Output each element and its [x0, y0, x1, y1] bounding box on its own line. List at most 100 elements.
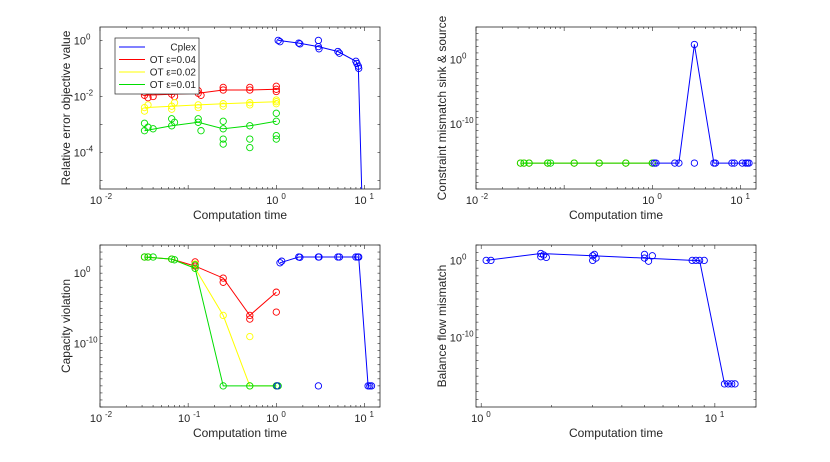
legend-label: Cplex	[170, 43, 196, 54]
y-tick-label: 10	[74, 148, 86, 160]
series-ot-0-01-point	[246, 143, 254, 152]
series-ot-0-04-point	[197, 91, 205, 99]
x-tick-label: 10	[642, 195, 654, 207]
series-cplex-point	[487, 256, 495, 265]
series-ot-0-01-point	[170, 118, 179, 126]
x-tick-label: 10	[354, 195, 366, 207]
series-cplex-point	[295, 39, 303, 47]
series-ot-0-02-point	[246, 99, 254, 107]
series-ot-0-04-point	[272, 82, 280, 90]
series-ot-0-04-point	[272, 87, 280, 96]
x-tick-label: 10	[354, 413, 366, 425]
y-tick-label: 10	[450, 255, 462, 267]
y-tick-exponent: 0	[86, 32, 91, 41]
series-ot-0-01-point	[219, 125, 227, 133]
series-ot-0-02-point	[246, 101, 254, 109]
series-ot-0-02-point	[170, 99, 179, 107]
x-tick-exponent: 1	[745, 192, 750, 201]
series-ot-0-04-point	[219, 86, 227, 94]
data-layer	[516, 40, 753, 167]
x-tick-exponent: -1	[193, 410, 201, 419]
series-ot-0-04-point	[144, 94, 152, 102]
y-tick-exponent: 0	[462, 252, 467, 261]
y-tick-label: 10	[74, 91, 86, 103]
series-cplex-point	[731, 380, 739, 388]
series-ot-0-01-line	[144, 256, 277, 387]
plot-area	[99, 244, 381, 408]
series-ot-0-01-point	[246, 382, 254, 390]
series-ot-0-01-point	[144, 123, 152, 131]
series-cplex-point	[314, 36, 323, 45]
series-ot-0-04-point	[246, 311, 254, 320]
x-tick-label: 10	[466, 195, 478, 207]
series-ot-0-04-point	[219, 278, 227, 286]
y-tick-label: 10	[74, 35, 86, 47]
series-ot-0-01-point	[144, 253, 152, 261]
series-ot-0-02-point	[219, 102, 227, 110]
series-cplex-point	[278, 257, 286, 265]
series-ot-0-04-point	[272, 85, 280, 93]
x-tick-exponent: 1	[720, 410, 725, 419]
series-cplex-line	[486, 252, 734, 385]
series-cplex-point	[276, 259, 284, 267]
x-tick-exponent: 0	[281, 410, 286, 419]
series-ot-0-04-point	[219, 83, 227, 92]
series-cplex-point	[730, 159, 738, 167]
plot-area	[475, 26, 757, 190]
data-layer	[482, 249, 739, 388]
series-ot-0-01-point	[570, 159, 578, 167]
y-tick-label: 10	[74, 268, 86, 280]
series-cplex-point	[648, 252, 656, 260]
series-ot-0-01-point	[149, 253, 157, 261]
y-axis-label: Relative error objective value	[59, 30, 73, 185]
series-ot-0-01-point	[168, 255, 176, 263]
series-ot-0-01-point	[546, 159, 555, 167]
series-cplex-point	[745, 159, 753, 167]
x-tick-label: 10	[730, 195, 742, 207]
series-cplex-point	[542, 253, 550, 262]
y-tick-label: 10	[450, 333, 462, 345]
series-cplex-point	[728, 159, 736, 167]
x-tick-label: 10	[705, 413, 717, 425]
y-axis-label: Capacity violation	[59, 279, 73, 373]
series-cplex-point	[482, 256, 490, 265]
series-ot-0-01-point	[516, 159, 525, 167]
series-cplex-point	[315, 45, 323, 53]
series-ot-0-01-point	[191, 264, 199, 272]
series-ot-0-01-point	[191, 261, 199, 269]
series-ot-0-01-point	[246, 135, 254, 143]
series-ot-0-01-point	[149, 125, 157, 133]
series-ot-0-01-point	[219, 140, 227, 148]
series-ot-0-04-point	[272, 308, 280, 316]
y-axis-label: Constraint mismatch sink & source	[435, 15, 449, 200]
series-ot-0-01-point	[140, 253, 149, 261]
series-cplex-point	[720, 380, 729, 388]
series-cplex-point	[711, 159, 720, 167]
series-ot-0-01-point	[194, 118, 202, 126]
x-tick-exponent: 0	[486, 410, 491, 419]
x-tick-exponent: 0	[657, 192, 662, 201]
y-tick-label: 10	[74, 339, 86, 351]
series-ot-0-01-point	[622, 159, 630, 167]
y-tick-exponent: -4	[86, 145, 94, 154]
series-cplex-point	[276, 38, 284, 46]
legend-label: OT ε=0.01	[150, 80, 197, 91]
x-tick-exponent: -2	[105, 192, 113, 201]
series-ot-0-02-point	[246, 332, 254, 341]
series-cplex-point	[274, 36, 282, 45]
series-ot-0-04-point	[246, 315, 254, 323]
series-ot-0-01-point	[272, 131, 280, 140]
series-ot-0-01-point	[520, 159, 528, 167]
x-tick-exponent: -2	[105, 410, 113, 419]
series-ot-0-01-point	[219, 117, 227, 125]
legend-label: OT ε=0.02	[150, 68, 197, 79]
series-ot-0-02-point	[272, 100, 280, 108]
series-ot-0-01-point	[219, 135, 227, 143]
series-ot-0-04-line	[144, 88, 277, 96]
x-tick-exponent: 1	[369, 192, 374, 201]
series-ot-0-04-point	[219, 274, 227, 282]
